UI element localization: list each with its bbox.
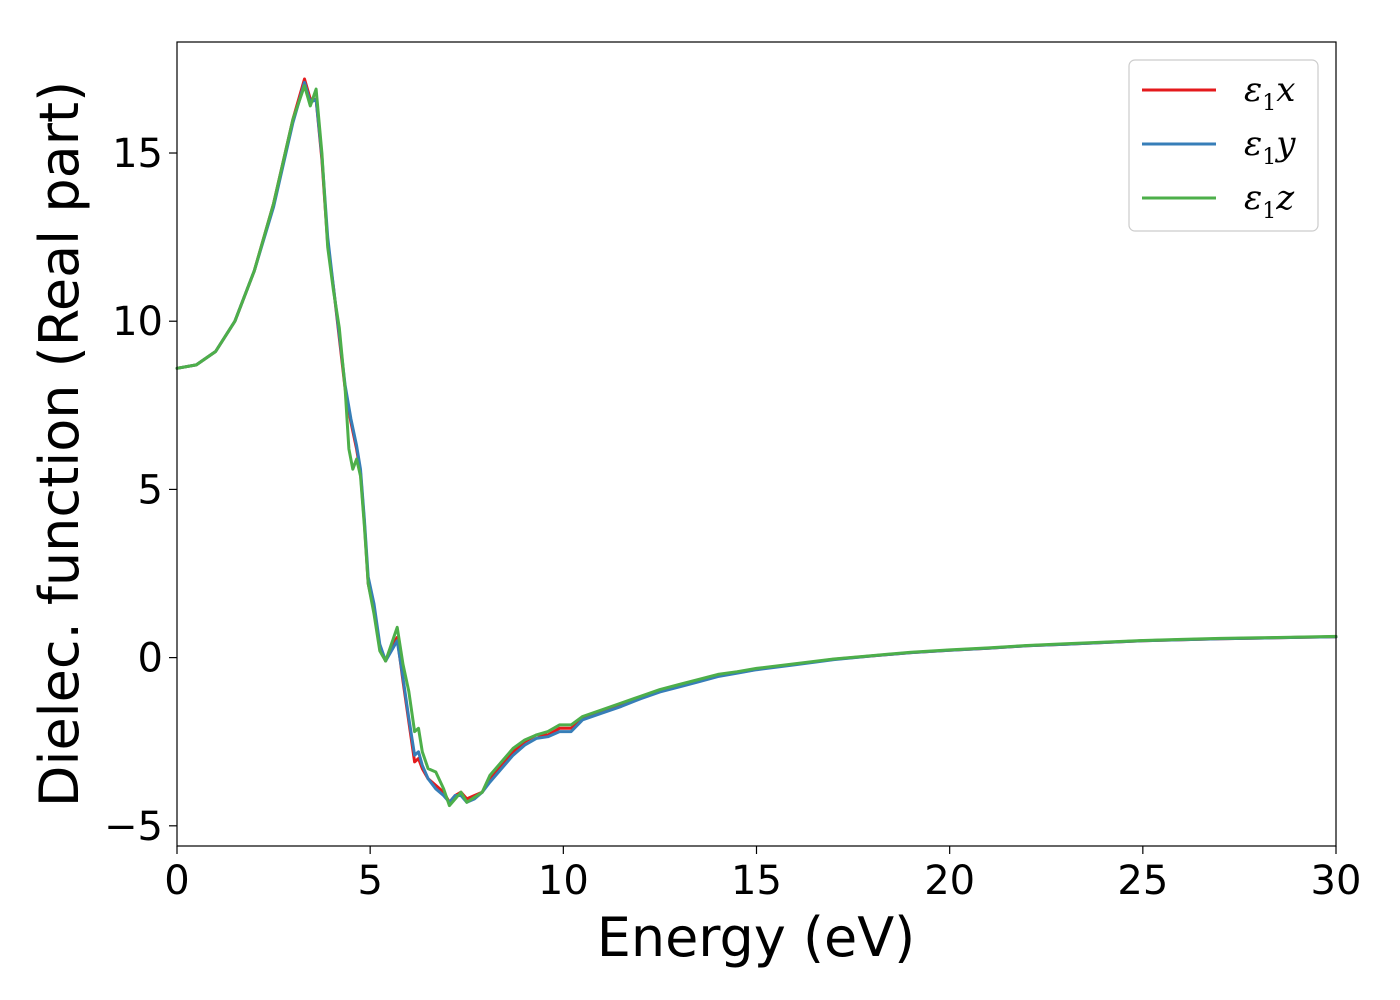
legend-label-subscript: 1 <box>1262 199 1276 224</box>
x-tick-label: 15 <box>731 858 782 904</box>
legend-label-z: ε1z <box>1244 178 1295 224</box>
legend-label-tail: y <box>1274 124 1296 164</box>
legend-label-tail: z <box>1275 178 1295 218</box>
y-tick-label: 15 <box>112 131 163 177</box>
legend-label-subscript: 1 <box>1262 145 1276 170</box>
legend-label-base: ε <box>1244 70 1262 110</box>
y-axis-ticks: −5 0 5 10 15 <box>104 131 177 850</box>
series-line-z <box>175 84 1338 808</box>
legend-label-x: ε1x <box>1244 70 1295 116</box>
legend-label-subscript: 1 <box>1262 91 1276 116</box>
legend-label-base: ε <box>1244 178 1262 218</box>
y-tick-label: −5 <box>104 804 163 850</box>
y-axis-label: Dielec. function (Real part) <box>28 81 91 807</box>
legend-label-tail: x <box>1276 70 1295 110</box>
legend-box <box>1128 59 1319 232</box>
x-axis-ticks: 0 5 10 15 20 25 30 <box>164 846 1361 904</box>
x-tick-label: 30 <box>1311 858 1362 904</box>
x-axis-label: Energy (eV) <box>597 906 916 969</box>
x-tick-label: 25 <box>1117 858 1168 904</box>
x-tick-label: 20 <box>924 858 975 904</box>
series-layer <box>175 77 1338 808</box>
legend-label-y: ε1y <box>1244 124 1296 170</box>
x-tick-label: 5 <box>357 858 382 904</box>
x-tick-label: 10 <box>538 858 589 904</box>
legend-label-base: ε <box>1244 124 1262 164</box>
y-tick-label: 5 <box>138 467 163 513</box>
y-tick-label: 10 <box>112 299 163 345</box>
x-tick-label: 0 <box>164 858 189 904</box>
y-tick-label: 0 <box>138 636 163 682</box>
